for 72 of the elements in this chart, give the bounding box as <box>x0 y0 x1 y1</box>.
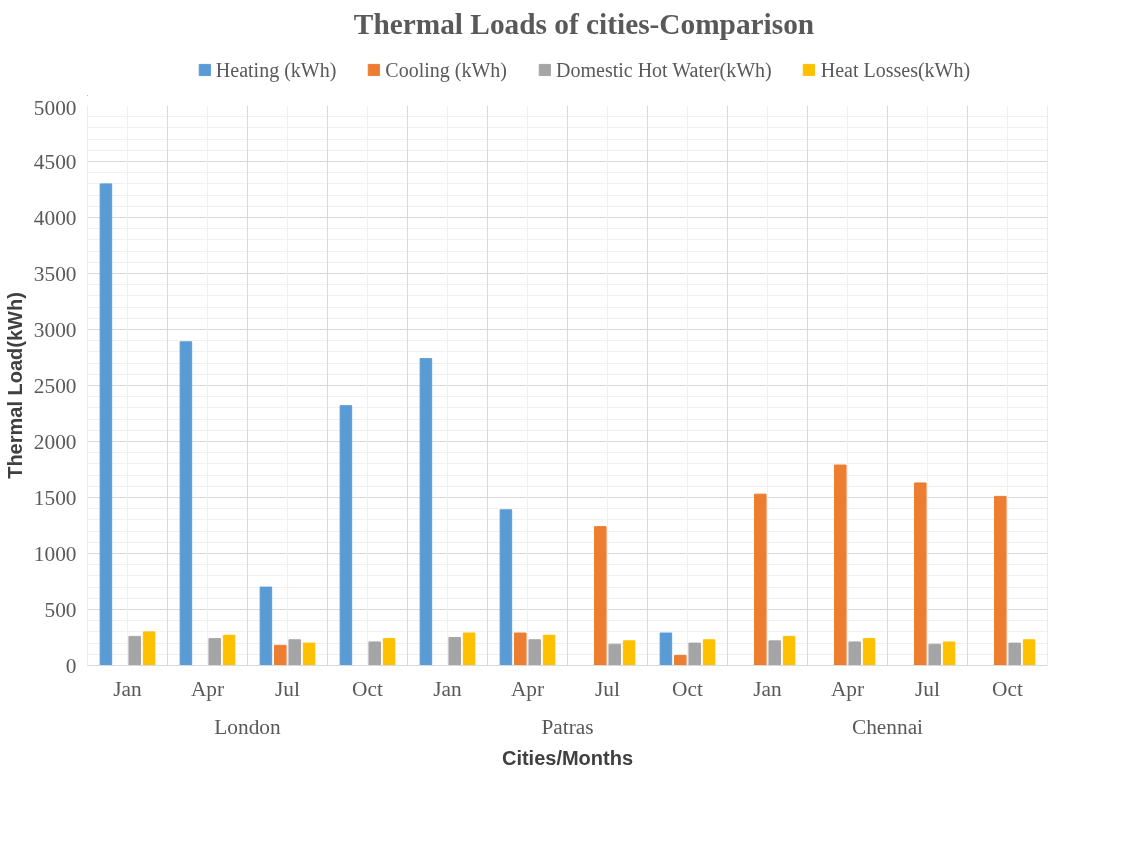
bar <box>702 639 716 666</box>
bar <box>462 632 476 666</box>
x-tick-label: Oct <box>352 676 383 701</box>
x-tick-label: Apr <box>190 676 225 701</box>
bar <box>674 654 687 666</box>
bar <box>862 638 876 666</box>
bar <box>659 632 673 666</box>
bar <box>1008 642 1021 666</box>
y-tick-label: 2000 <box>33 429 77 454</box>
bar <box>688 642 701 666</box>
bar <box>622 640 636 666</box>
bar <box>594 526 607 666</box>
bar <box>339 405 353 666</box>
bar <box>419 358 433 666</box>
bar <box>848 641 861 666</box>
bar <box>528 639 541 666</box>
y-tick-label: 5000 <box>33 95 77 120</box>
bar <box>179 341 193 666</box>
bar <box>1022 639 1036 666</box>
y-axis-title: Thermal Load(kWh) <box>3 292 26 479</box>
y-tick-label: 3000 <box>33 317 77 342</box>
bar <box>128 635 141 666</box>
x-tick-label: Jan <box>113 676 143 701</box>
x-tick-label: Apr <box>830 676 865 701</box>
x-tick-label: Oct <box>672 676 703 701</box>
bar <box>834 464 847 666</box>
y-tick-label: 500 <box>44 597 77 622</box>
text: Patras <box>541 714 594 739</box>
x-tick-label: Jul <box>595 676 621 701</box>
legend-label: Heating (kWh) <box>215 58 337 81</box>
x-axis-title: Cities/Months <box>501 746 634 769</box>
bar <box>768 640 781 666</box>
x-tick-label: Jul <box>915 676 941 701</box>
bar <box>542 634 556 666</box>
x-tick-label: Jan <box>433 676 463 701</box>
bar <box>754 493 767 666</box>
y-tick-label: 4000 <box>33 205 77 230</box>
bar <box>514 632 527 666</box>
bar <box>274 644 287 666</box>
y-tick-label: 2500 <box>33 373 77 398</box>
y-tick-label: 3500 <box>33 261 77 286</box>
bar <box>302 642 316 666</box>
y-tick-label: 0 <box>65 653 77 678</box>
y-tick-label: 1500 <box>33 485 77 510</box>
x-tick-label: Oct <box>992 676 1023 701</box>
bar <box>288 639 301 666</box>
text: Chennai <box>851 714 924 739</box>
text: London <box>214 714 282 739</box>
legend-label: Heat Losses(kWh) <box>820 58 971 81</box>
bar <box>942 641 956 666</box>
legend-label: Cooling (kWh) <box>385 58 508 81</box>
bar <box>782 635 796 666</box>
bar <box>928 643 941 666</box>
x-tick-label: Apr <box>510 676 545 701</box>
bar <box>259 586 273 666</box>
bar <box>499 509 513 666</box>
bar <box>914 482 927 666</box>
legend-label: Domestic Hot Water(kWh) <box>556 58 772 81</box>
bar <box>208 638 221 666</box>
x-tick-label: Jan <box>753 676 783 701</box>
y-tick-label: 1000 <box>33 541 77 566</box>
bar <box>222 634 236 666</box>
bar <box>142 631 156 666</box>
bar <box>994 495 1007 666</box>
y-tick-label: 4500 <box>33 149 77 174</box>
bar <box>608 643 621 666</box>
x-tick-label: Jul <box>275 676 301 701</box>
bar <box>99 183 113 666</box>
bar <box>382 638 396 666</box>
bar <box>368 641 381 666</box>
bar <box>448 637 461 666</box>
chart-title: Thermal Loads of cities-Comparison <box>353 7 815 40</box>
